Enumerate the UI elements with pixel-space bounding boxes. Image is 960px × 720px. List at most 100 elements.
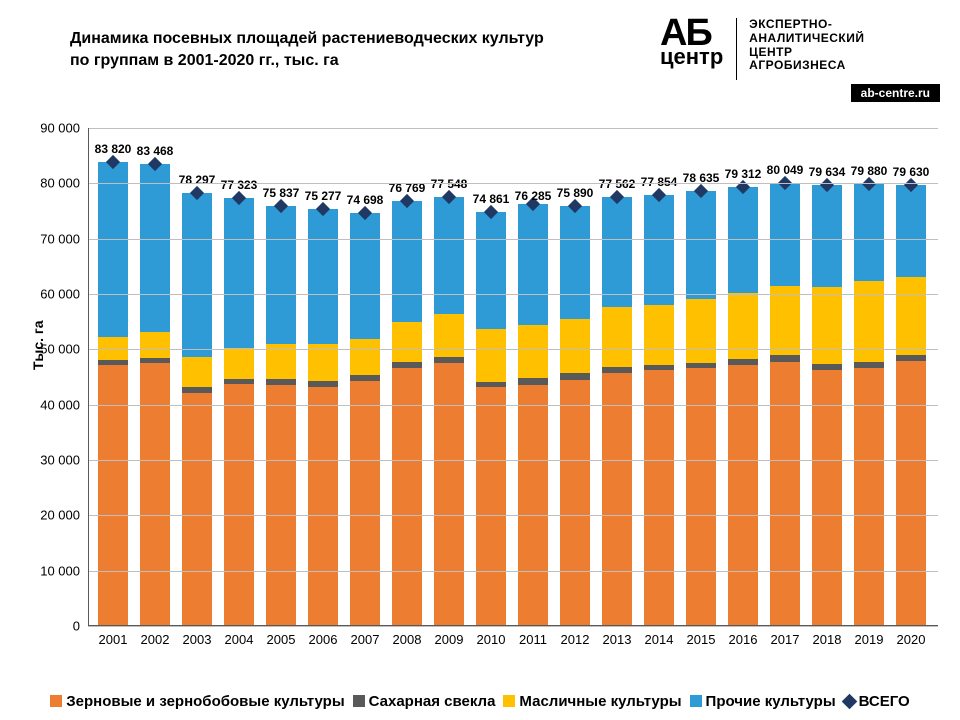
bar-segment-grain — [266, 385, 296, 626]
y-tick-label: 20 000 — [40, 508, 80, 523]
bar-segment-sugar — [854, 362, 884, 368]
legend-label: Прочие культуры — [706, 693, 836, 710]
legend-item: Масличные культуры — [503, 693, 681, 710]
total-label: 77 854 — [641, 175, 678, 189]
total-label: 79 634 — [809, 165, 846, 179]
bar-segment-sugar — [560, 373, 590, 380]
bar-segment-sugar — [770, 355, 800, 362]
bar-segment-sugar — [182, 387, 212, 392]
total-label: 74 861 — [473, 192, 510, 206]
gridline — [88, 183, 938, 184]
bar-segment-other — [182, 193, 212, 358]
x-tick-label: 2019 — [855, 632, 884, 647]
bar-segment-oil — [770, 286, 800, 356]
x-tick-label: 2008 — [393, 632, 422, 647]
bar-segment-grain — [560, 380, 590, 626]
bar-segment-other — [728, 187, 758, 293]
bar-segment-other — [266, 206, 296, 343]
bar-segment-sugar — [602, 367, 632, 373]
y-tick-label: 60 000 — [40, 287, 80, 302]
plot-area: 83 820200183 468200278 297200377 3232004… — [88, 128, 938, 626]
x-tick-label: 2015 — [687, 632, 716, 647]
legend-label: Сахарная свекла — [369, 693, 496, 710]
bar-segment-other — [224, 198, 254, 348]
bar-segment-oil — [644, 305, 674, 366]
y-tick-label: 30 000 — [40, 453, 80, 468]
legend-label: ВСЕГО — [859, 693, 910, 710]
bar-segment-grain — [182, 393, 212, 627]
x-tick-label: 2005 — [267, 632, 296, 647]
bar-segment-grain — [350, 381, 380, 626]
bar-segment-other — [770, 183, 800, 286]
x-tick-label: 2010 — [477, 632, 506, 647]
y-tick-label: 50 000 — [40, 342, 80, 357]
bar-segment-grain — [392, 368, 422, 626]
bar-segment-oil — [602, 307, 632, 367]
x-tick-label: 2003 — [183, 632, 212, 647]
bar-column — [98, 128, 128, 626]
bar-segment-other — [602, 197, 632, 307]
x-tick-label: 2014 — [645, 632, 674, 647]
legend-label: Масличные культуры — [519, 693, 681, 710]
total-label: 83 468 — [137, 144, 174, 158]
x-tick-label: 2009 — [435, 632, 464, 647]
x-tick-label: 2002 — [141, 632, 170, 647]
bar-segment-grain — [770, 362, 800, 626]
gridline — [88, 405, 938, 406]
bar-segment-grain — [896, 361, 926, 626]
logo-text: ЭКСПЕРТНО- АНАЛИТИЧЕСКИЙ ЦЕНТР АГРОБИЗНЕ… — [749, 18, 864, 73]
bar-segment-oil — [350, 339, 380, 374]
y-tick-label: 90 000 — [40, 121, 80, 136]
legend-label: Зерновые и зернобобовые культуры — [66, 693, 344, 710]
bar-column — [182, 128, 212, 626]
legend-swatch — [353, 695, 365, 707]
bar-segment-other — [476, 212, 506, 329]
x-tick-label: 2011 — [519, 632, 547, 647]
bar-column — [770, 128, 800, 626]
bar-segment-grain — [812, 370, 842, 626]
x-tick-label: 2001 — [99, 632, 128, 647]
y-tick-label: 40 000 — [40, 397, 80, 412]
x-tick-label: 2016 — [729, 632, 758, 647]
bar-segment-grain — [686, 368, 716, 626]
total-label: 74 698 — [347, 193, 384, 207]
bar-segment-sugar — [728, 359, 758, 365]
bar-segment-oil — [182, 357, 212, 387]
bar-segment-grain — [224, 384, 254, 626]
bar-segment-sugar — [224, 379, 254, 385]
y-tick-label: 70 000 — [40, 231, 80, 246]
bar-segment-oil — [140, 332, 170, 358]
x-tick-label: 2017 — [771, 632, 800, 647]
bar-segment-grain — [854, 368, 884, 626]
total-label: 76 285 — [515, 189, 552, 203]
bar-segment-sugar — [350, 375, 380, 381]
bar-segment-sugar — [812, 364, 842, 370]
bar-column — [686, 128, 716, 626]
legend-item: Сахарная свекла — [353, 693, 496, 710]
y-tick-label: 10 000 — [40, 563, 80, 578]
bar-column — [644, 128, 674, 626]
title-line-2: по группам в 2001-2020 гг., тыс. га — [70, 52, 339, 69]
x-tick-label: 2020 — [897, 632, 926, 647]
bar-segment-sugar — [434, 357, 464, 363]
bar-segment-grain — [308, 387, 338, 626]
bar-segment-oil — [392, 322, 422, 362]
logo-url: ab-centre.ru — [851, 84, 940, 102]
bar-segment-sugar — [392, 362, 422, 368]
x-axis — [88, 625, 938, 626]
legend-diamond — [841, 694, 857, 710]
logo-divider — [736, 18, 737, 80]
bar-segment-other — [644, 195, 674, 304]
bar-segment-oil — [812, 287, 842, 364]
bar-segment-sugar — [140, 358, 170, 363]
total-label: 77 323 — [221, 178, 258, 192]
bar-segment-other — [812, 185, 842, 286]
gridline — [88, 239, 938, 240]
title-line-1: Динамика посевных площадей растениеводче… — [70, 30, 544, 47]
total-label: 83 820 — [95, 142, 132, 156]
bar-column — [896, 128, 926, 626]
legend-swatch — [690, 695, 702, 707]
total-label: 75 277 — [305, 189, 342, 203]
bar-column — [812, 128, 842, 626]
bar-segment-other — [434, 197, 464, 314]
